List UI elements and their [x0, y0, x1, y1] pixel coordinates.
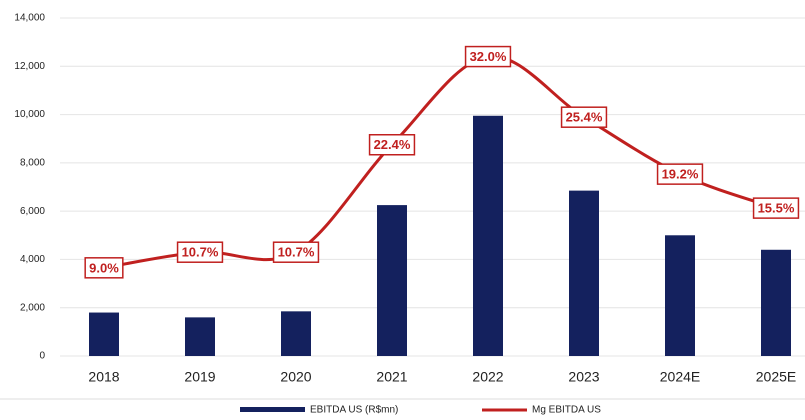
x-tick-label: 2022 — [472, 369, 503, 385]
value-label: 10.7% — [278, 245, 315, 260]
legend-swatch — [240, 407, 305, 412]
value-label-box — [368, 134, 416, 156]
y-tick-label: 4,000 — [20, 254, 45, 265]
value-label: 22.4% — [374, 137, 411, 152]
value-label: 9.0% — [89, 260, 119, 275]
bar — [665, 235, 695, 356]
value-label-box — [84, 257, 124, 279]
value-label: 10.7% — [182, 245, 219, 260]
value-label-box — [560, 106, 608, 128]
y-tick-label: 6,000 — [20, 206, 45, 217]
x-tick-label: 2021 — [376, 369, 407, 385]
value-label-box — [272, 241, 320, 263]
value-label-box — [176, 241, 224, 263]
x-tick-label: 2024E — [660, 369, 700, 385]
y-tick-label: 2,000 — [20, 302, 45, 313]
bar — [281, 311, 311, 356]
bar — [377, 205, 407, 356]
bar — [569, 190, 599, 356]
x-tick-label: 2019 — [184, 369, 215, 385]
value-label-box — [464, 45, 512, 68]
y-tick-label: 12,000 — [14, 61, 45, 72]
value-label: 25.4% — [566, 110, 603, 125]
value-label-box — [656, 163, 704, 185]
value-label-box — [752, 197, 800, 219]
value-label: 15.5% — [758, 201, 795, 216]
x-tick-label: 2023 — [568, 369, 599, 385]
value-label: 19.2% — [662, 167, 699, 182]
x-tick-label: 2020 — [280, 369, 311, 385]
y-tick-label: 10,000 — [14, 109, 45, 120]
legend-label: EBITDA US (R$mn) — [310, 405, 398, 416]
legend-label: Mg EBITDA US — [532, 405, 601, 416]
bar — [761, 249, 791, 356]
value-label: 32.0% — [470, 49, 507, 64]
y-tick-label: 14,000 — [14, 13, 45, 24]
y-tick-label: 8,000 — [20, 157, 45, 168]
bar — [89, 312, 119, 356]
bar — [185, 317, 215, 356]
bar — [473, 115, 503, 357]
x-tick-label: 2025E — [756, 369, 796, 385]
y-tick-label: 0 — [39, 351, 45, 362]
x-tick-label: 2018 — [88, 369, 119, 385]
